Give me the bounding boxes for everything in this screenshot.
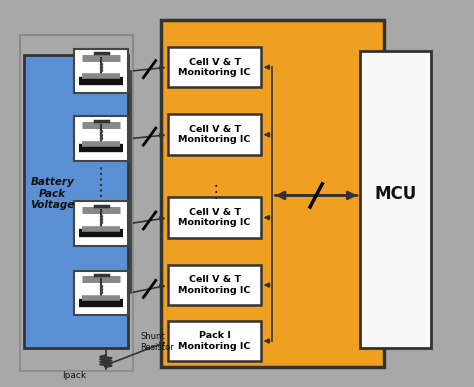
Bar [74, 49, 128, 93]
Bar [161, 20, 383, 367]
Bar [360, 51, 431, 348]
Text: Pack I
Monitoring IC: Pack I Monitoring IC [178, 331, 251, 351]
Bar [168, 197, 261, 238]
Text: MCU: MCU [374, 185, 417, 202]
Bar [19, 35, 133, 371]
Bar [74, 201, 128, 246]
Bar [74, 271, 128, 315]
Text: Cell V & T
Monitoring IC: Cell V & T Monitoring IC [178, 208, 251, 227]
Text: Shunt
Resistor: Shunt Resistor [140, 332, 174, 352]
Text: ⋮: ⋮ [208, 183, 224, 200]
Text: Battery
Pack
Voltage: Battery Pack Voltage [30, 177, 75, 210]
Bar [168, 321, 261, 361]
Text: Ipack: Ipack [62, 371, 86, 380]
Bar [168, 47, 261, 87]
Bar [24, 55, 128, 348]
Bar [168, 115, 261, 155]
Bar [74, 116, 128, 161]
Bar [168, 265, 261, 305]
Text: Cell V & T
Monitoring IC: Cell V & T Monitoring IC [178, 58, 251, 77]
Text: Cell V & T
Monitoring IC: Cell V & T Monitoring IC [178, 125, 251, 144]
Text: Cell V & T
Monitoring IC: Cell V & T Monitoring IC [178, 276, 251, 295]
